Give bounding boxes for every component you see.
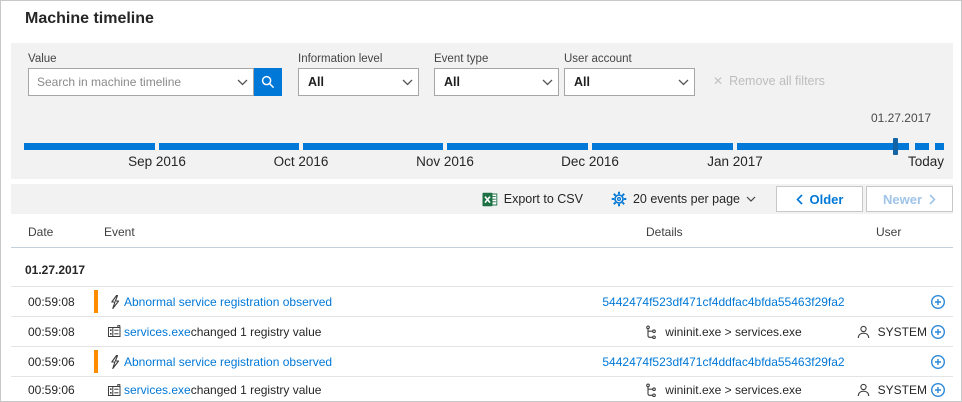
chevron-down-icon: [746, 196, 756, 203]
information-level-value: All: [308, 75, 324, 89]
timeline-segment[interactable]: [915, 143, 929, 150]
close-icon: ✕: [713, 74, 724, 88]
today-label: Today: [907, 154, 944, 169]
timeline-segment[interactable]: [935, 143, 944, 150]
filter-panel: Value Information level All Event type A…: [11, 43, 953, 179]
event-link[interactable]: Abnormal service registration observed: [124, 354, 333, 369]
chevron-right-icon: [929, 193, 936, 205]
timeline-segment[interactable]: [24, 143, 155, 150]
event-link[interactable]: Abnormal service registration observed: [124, 294, 333, 309]
user-name: SYSTEM: [877, 324, 927, 339]
process-tree-icon: [645, 325, 658, 339]
remove-all-filters-label: Remove all filters: [729, 74, 825, 88]
search-button[interactable]: [254, 68, 282, 96]
column-header-date: Date: [28, 225, 54, 239]
search-combobox[interactable]: [28, 68, 254, 96]
table-row: 00:59:06 Abnormal service registration o…: [11, 346, 953, 376]
timeline-month-labels: Sep 2016 Oct 2016 Nov 2016 Dec 2016 Jan …: [24, 154, 944, 172]
event-process-link[interactable]: services.exe: [124, 383, 191, 397]
timeline-segment[interactable]: [737, 143, 909, 150]
event-type-dropdown[interactable]: All: [434, 68, 559, 96]
timeline-segment[interactable]: [303, 143, 443, 150]
expand-plus-icon[interactable]: [930, 324, 946, 340]
search-input[interactable]: [29, 75, 231, 89]
event-type-value: All: [444, 75, 460, 89]
chevron-down-icon: [672, 69, 694, 95]
month-label: Jan 2017: [707, 154, 763, 169]
alert-severity-marker: [94, 350, 98, 373]
event-type-label: Event type: [434, 53, 489, 65]
export-to-csv-label: Export to CSV: [503, 192, 583, 206]
remove-all-filters-button[interactable]: ✕ Remove all filters: [713, 74, 825, 88]
event-description: changed 1 registry value: [190, 324, 322, 339]
event-time: 00:59:08: [28, 324, 75, 339]
table-row: 00:59:06 services.exe changed 1 registry…: [11, 376, 953, 401]
newer-button[interactable]: Newer: [866, 186, 953, 212]
column-header-user: User: [876, 225, 902, 239]
events-per-page-label: 20 events per page: [632, 192, 740, 206]
registry-icon: [107, 324, 122, 339]
date-group-header: 01.27.2017: [25, 263, 86, 277]
chevron-left-icon: [795, 193, 803, 205]
table-row: 00:59:08 services.exe changed 1 registry…: [11, 316, 953, 346]
timeline-slider[interactable]: [24, 138, 944, 155]
events-per-page-dropdown[interactable]: 20 events per page: [611, 191, 756, 207]
timeline-selected-date: 01.27.2017: [870, 111, 931, 125]
events-toolbar: Export to CSV 20 events per page Older N…: [11, 184, 953, 214]
month-label: Oct 2016: [273, 154, 329, 169]
expand-plus-icon[interactable]: [930, 382, 946, 398]
information-level-dropdown[interactable]: All: [298, 68, 419, 96]
excel-icon: [482, 192, 498, 207]
user-account-label: User account: [564, 53, 632, 65]
process-tree-icon: [645, 383, 658, 397]
chevron-down-icon: [536, 69, 558, 95]
lightning-icon: [107, 294, 121, 310]
chevron-down-icon[interactable]: [231, 69, 253, 95]
timeline-segment[interactable]: [592, 143, 733, 150]
column-header-details: Details: [646, 225, 683, 239]
registry-icon: [107, 383, 122, 398]
timeline-segment[interactable]: [159, 143, 299, 150]
table-row: 00:59:08 Abnormal service registration o…: [11, 286, 953, 316]
export-to-csv-button[interactable]: Export to CSV: [482, 192, 583, 207]
older-label: Older: [809, 191, 844, 207]
search-icon: [261, 75, 275, 89]
newer-label: Newer: [882, 191, 923, 207]
older-button[interactable]: Older: [776, 186, 863, 212]
alert-severity-marker: [94, 290, 98, 313]
user-name: SYSTEM: [877, 383, 927, 397]
event-description: changed 1 registry value: [190, 383, 322, 397]
expand-plus-icon[interactable]: [930, 354, 946, 370]
gear-icon: [611, 191, 627, 207]
event-time: 00:59:06: [28, 354, 75, 369]
details-sha-link[interactable]: 5442474f523df471cf4ddfac4bfda55463f29fa2: [602, 294, 845, 309]
user-icon: [857, 325, 870, 339]
event-time: 00:59:06: [28, 383, 75, 397]
lightning-icon: [107, 354, 121, 370]
user-icon: [857, 383, 870, 397]
column-header-event: Event: [104, 225, 135, 239]
month-label: Dec 2016: [561, 154, 619, 169]
page-title: Machine timeline: [25, 10, 154, 27]
details-process-chain: wininit.exe > services.exe: [665, 383, 802, 397]
header-divider: [11, 247, 953, 248]
user-account-value: All: [574, 75, 590, 89]
chevron-down-icon: [396, 69, 418, 95]
event-process-link[interactable]: services.exe: [124, 324, 191, 339]
details-sha-link[interactable]: 5442474f523df471cf4ddfac4bfda55463f29fa2: [602, 354, 845, 369]
month-label: Sep 2016: [128, 154, 186, 169]
value-filter-label: Value: [28, 53, 57, 65]
details-process-chain: wininit.exe > services.exe: [665, 324, 802, 339]
user-account-dropdown[interactable]: All: [564, 68, 695, 96]
timeline-segment[interactable]: [447, 143, 588, 150]
information-level-label: Information level: [298, 53, 383, 65]
expand-plus-icon[interactable]: [930, 294, 946, 310]
month-label: Nov 2016: [416, 154, 474, 169]
event-time: 00:59:08: [28, 294, 75, 309]
timeline-slider-handle[interactable]: [893, 138, 898, 155]
